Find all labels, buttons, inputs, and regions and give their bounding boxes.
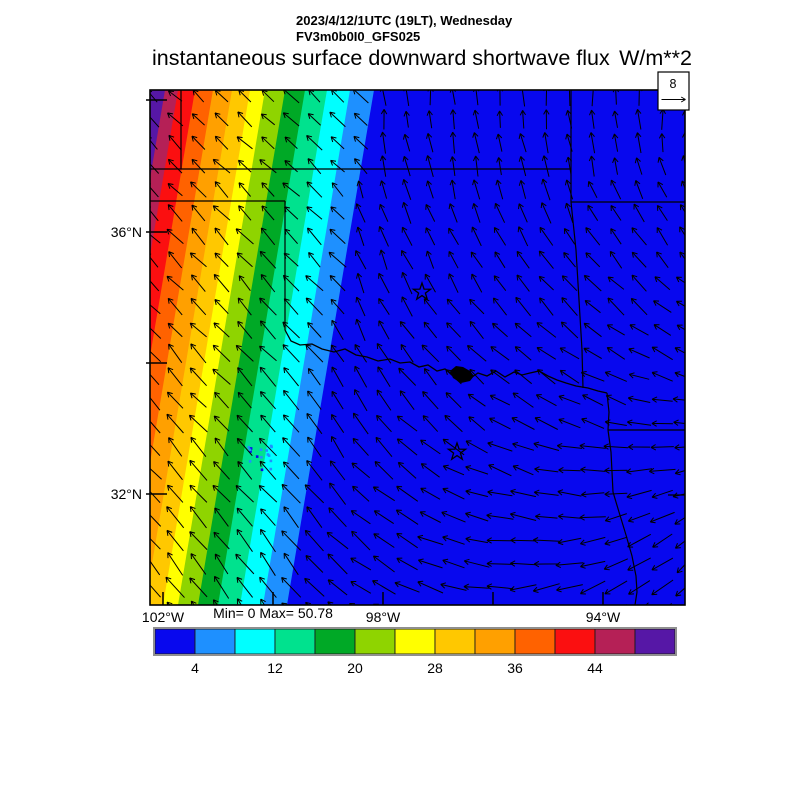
lon-label-94w: 94°W	[586, 609, 621, 625]
lake-pixel	[259, 448, 263, 451]
lake-pixel	[248, 448, 252, 452]
colorbar-tick-12: 12	[267, 660, 283, 676]
lat-label-32n: 32°N	[111, 486, 142, 502]
chart-title: instantaneous surface downward shortwave…	[152, 46, 610, 70]
wind-reference-frame	[657, 71, 690, 111]
colorbar-segment	[474, 628, 516, 655]
colorbar-tick-4: 4	[191, 660, 199, 676]
colorbar-tick-44: 44	[587, 660, 603, 676]
colorbar-labels: 4 12 20 28 36 44	[191, 660, 603, 676]
colorbar-frame	[153, 627, 677, 656]
lat-label-36n: 36°N	[111, 224, 142, 240]
lake-pixel	[269, 459, 273, 463]
wind-reference-box: 8	[657, 71, 690, 111]
flux-band	[150, 90, 165, 179]
colorbar-tick-36: 36	[507, 660, 523, 676]
colorbar-segment	[554, 628, 596, 655]
lake-pixel	[260, 456, 263, 459]
lake-pixel	[255, 455, 259, 458]
colorbar	[154, 628, 676, 655]
min-max-label: Min= 0 Max= 50.78	[213, 605, 333, 621]
lake-pixel	[267, 454, 271, 457]
lake-pixel	[249, 450, 252, 453]
lake-pixel	[247, 445, 251, 449]
colorbar-segment	[274, 628, 316, 655]
valid-time-label: 2023/4/12/1UTC (19LT), Wednesday	[296, 13, 513, 28]
colorbar-segment	[394, 628, 436, 655]
lon-label-98w: 98°W	[366, 609, 401, 625]
city-star-marker	[411, 281, 433, 301]
colorbar-tick-20: 20	[347, 660, 363, 676]
colorbar-segment	[354, 628, 396, 655]
units-label: W/m**2	[619, 46, 692, 70]
lake-pixel	[265, 449, 268, 452]
colorbar-segment	[514, 628, 556, 655]
colorbar-segment	[154, 628, 196, 655]
map-area	[150, 90, 685, 605]
state-border	[570, 201, 584, 389]
lake-pixel	[260, 468, 264, 472]
colorbar-tick-28: 28	[427, 660, 443, 676]
state-border	[607, 429, 638, 605]
colorbar-segment	[314, 628, 356, 655]
colorbar-segment	[634, 628, 676, 655]
lake-pixel	[269, 444, 273, 448]
colorbar-segment	[234, 628, 276, 655]
city-star-marker	[446, 441, 468, 461]
wind-reference-value: 8	[670, 77, 677, 91]
colorbar-segment	[434, 628, 476, 655]
wind-reference-arrow-icon	[661, 96, 686, 103]
colorbar-segment	[194, 628, 236, 655]
wind-vectors	[150, 90, 685, 605]
colorbar-segment	[594, 628, 636, 655]
lon-label-102w: 102°W	[142, 609, 185, 625]
model-run-label: FV3m0b0I0_GFS025	[296, 29, 420, 44]
map-border	[149, 89, 686, 606]
lake-pixel	[248, 460, 252, 463]
lake-pixel	[269, 467, 273, 471]
axis-ticks	[146, 99, 604, 605]
